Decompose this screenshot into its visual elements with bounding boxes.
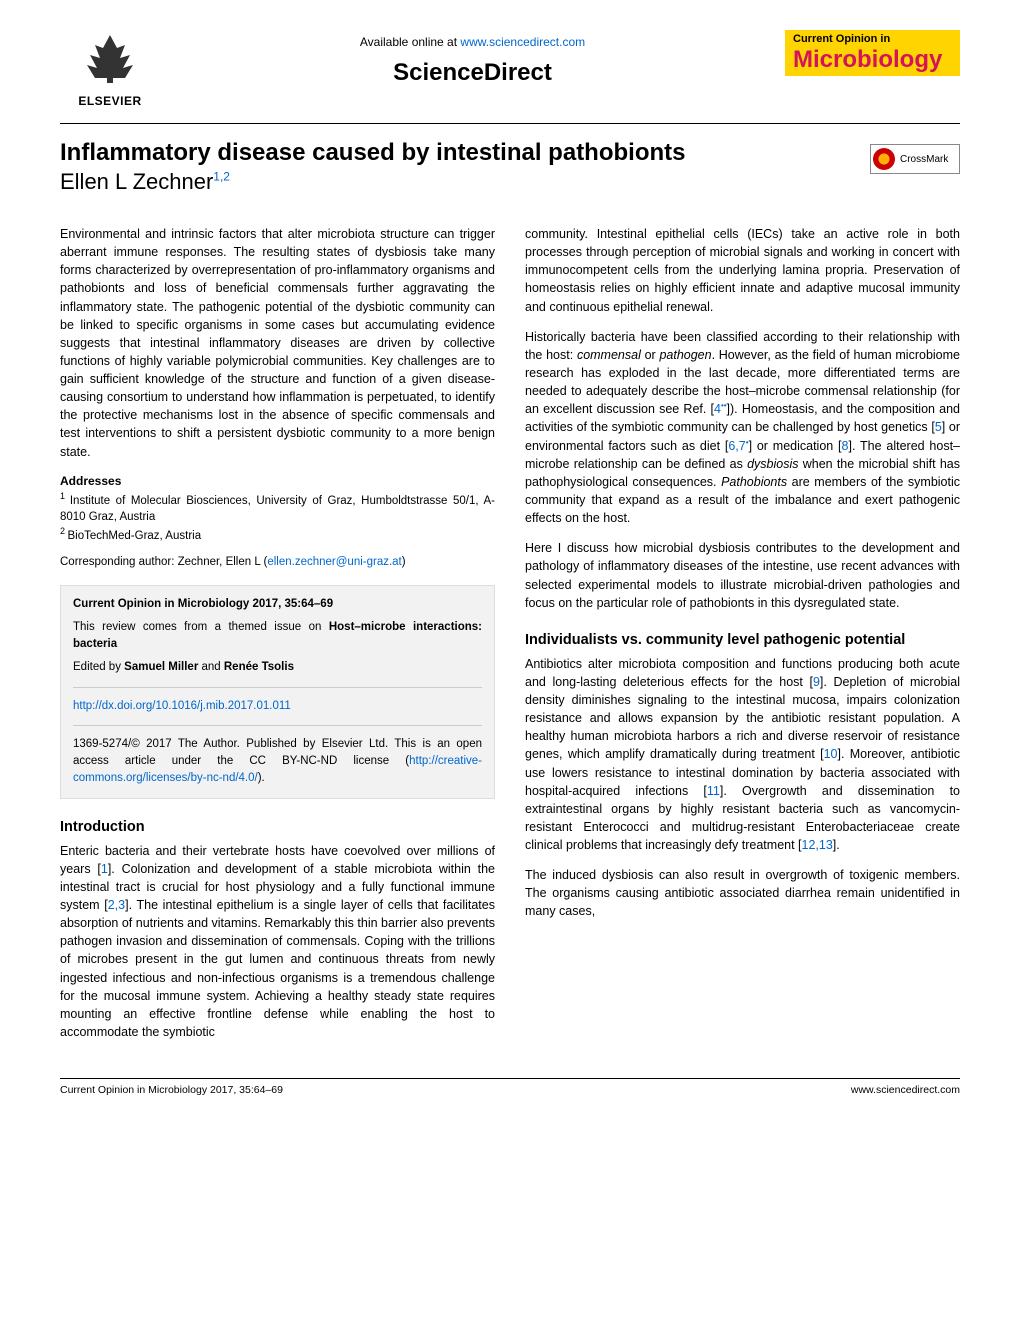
body-columns: Environmental and intrinsic factors that…: [60, 225, 960, 1053]
ref-12-13[interactable]: 12,13: [802, 838, 833, 852]
ref-4[interactable]: 4••: [714, 402, 727, 416]
editor-2: Renée Tsolis: [224, 661, 294, 673]
infobox-divider-2: [73, 725, 482, 726]
sciencedirect-url[interactable]: www.sciencedirect.com: [460, 35, 585, 49]
infobox-divider-1: [73, 687, 482, 688]
article-info-box: Current Opinion in Microbiology 2017, 35…: [60, 585, 495, 799]
address-2: BioTechMed-Graz, Austria: [68, 530, 202, 542]
author-name: Ellen L Zechner: [60, 169, 213, 194]
center-header: Available online at www.sciencedirect.co…: [160, 30, 785, 87]
available-text: Available online at: [360, 35, 461, 49]
ref-2-3[interactable]: 2,3: [108, 898, 125, 912]
copyright: 1369-5274/© 2017 The Author. Published b…: [73, 736, 482, 788]
elsevier-tree-icon: [60, 30, 160, 92]
header-divider: [60, 123, 960, 124]
footer-left: Current Opinion in Microbiology 2017, 35…: [60, 1084, 283, 1096]
authors: Ellen L Zechner1,2: [60, 169, 870, 195]
footer-right: www.sciencedirect.com: [851, 1084, 960, 1096]
doi-link[interactable]: http://dx.doi.org/10.1016/j.mib.2017.01.…: [73, 700, 291, 712]
addresses-head: Addresses: [60, 473, 495, 490]
sciencedirect-brand: ScienceDirect: [160, 59, 785, 87]
address-1: Institute of Molecular Biosciences, Univ…: [60, 495, 495, 523]
addresses-block: 1 Institute of Molecular Biosciences, Un…: [60, 490, 495, 544]
em-pathobionts: Pathobionts: [721, 475, 787, 489]
corresponding-author: Corresponding author: Zechner, Ellen L (…: [60, 554, 495, 571]
available-online: Available online at www.sciencedirect.co…: [160, 35, 785, 49]
left-column: Environmental and intrinsic factors that…: [60, 225, 495, 1053]
corresponding-close: ): [402, 556, 406, 568]
ref-10[interactable]: 10: [824, 747, 838, 761]
title-row: Inflammatory disease caused by intestina…: [60, 139, 960, 195]
ref-6-num: 6,7: [728, 439, 745, 453]
themed-pre: This review comes from a themed issue on: [73, 621, 329, 633]
intro-paragraph-1: Enteric bacteria and their vertebrate ho…: [60, 842, 495, 1041]
em-dysbiosis: dysbiosis: [747, 457, 798, 471]
col2-paragraph-2: Historically bacteria have been classifi…: [525, 328, 960, 528]
affil-1-num: 1: [60, 491, 70, 501]
section-head-intro: Introduction: [60, 817, 495, 838]
corresponding-text: Corresponding author: Zechner, Ellen L (: [60, 556, 267, 568]
editors: Edited by Samuel Miller and Renée Tsolis: [73, 659, 482, 676]
section-head-2: Individualists vs. community level patho…: [525, 630, 960, 651]
ref-1[interactable]: 1: [101, 862, 108, 876]
crossmark-icon: [873, 148, 895, 170]
author-affil: 1,2: [213, 170, 230, 184]
editor-1: Samuel Miller: [124, 661, 198, 673]
em-commensal: commensal: [577, 348, 641, 362]
right-column: community. Intestinal epithelial cells (…: [525, 225, 960, 1053]
crossmark-badge[interactable]: CrossMark: [870, 144, 960, 174]
page-header: ELSEVIER Available online at www.science…: [60, 30, 960, 108]
p2-text-b: or: [641, 348, 660, 362]
affil-2-num: 2: [60, 526, 68, 536]
p2-text-f: ] or medication [: [749, 439, 842, 453]
title-block: Inflammatory disease caused by intestina…: [60, 139, 870, 195]
journal-volume: Current Opinion in Microbiology 2017, 35…: [73, 596, 482, 613]
elsevier-logo: ELSEVIER: [60, 30, 160, 108]
elsevier-label: ELSEVIER: [60, 94, 160, 108]
ref-5[interactable]: 5: [935, 420, 942, 434]
themed-issue: This review comes from a themed issue on…: [73, 619, 482, 654]
col2-paragraph-3: Here I discuss how microbial dysbiosis c…: [525, 539, 960, 612]
article-title: Inflammatory disease caused by intestina…: [60, 139, 870, 167]
ref-11[interactable]: 11: [707, 784, 720, 798]
s2-text-e: ].: [833, 838, 840, 852]
corresponding-email[interactable]: ellen.zechner@uni-graz.at: [267, 556, 401, 568]
page-footer: Current Opinion in Microbiology 2017, 35…: [60, 1078, 960, 1096]
journal-badge-bottom: Microbiology: [785, 48, 960, 76]
copyright-close: ).: [258, 772, 265, 784]
ref-4-num: 4: [714, 402, 721, 416]
ref-6-7[interactable]: 6,7•: [728, 439, 748, 453]
abstract: Environmental and intrinsic factors that…: [60, 225, 495, 461]
ref-9[interactable]: 9: [813, 675, 820, 689]
journal-badge: Current Opinion in Microbiology: [785, 30, 960, 76]
col2-paragraph-1: community. Intestinal epithelial cells (…: [525, 225, 960, 316]
em-pathogen: pathogen: [659, 348, 711, 362]
editors-and: and: [198, 661, 224, 673]
intro-text-1c: ]. The intestinal epithelium is a single…: [60, 898, 495, 1039]
sec2-paragraph-2: The induced dysbiosis can also result in…: [525, 866, 960, 920]
crossmark-label: CrossMark: [900, 154, 948, 165]
sec2-paragraph-1: Antibiotics alter microbiota composition…: [525, 655, 960, 854]
editors-pre: Edited by: [73, 661, 124, 673]
